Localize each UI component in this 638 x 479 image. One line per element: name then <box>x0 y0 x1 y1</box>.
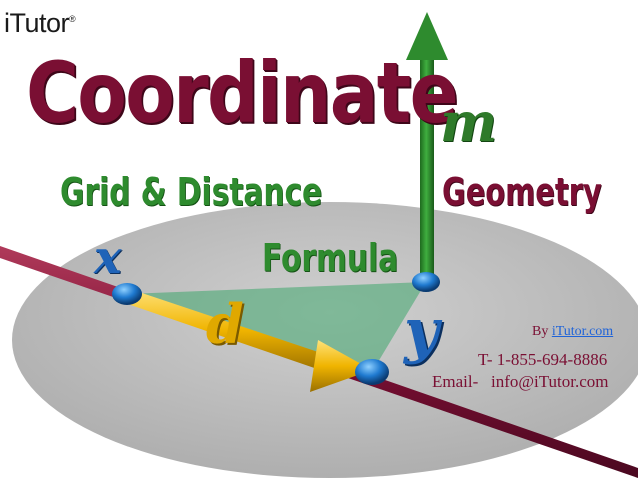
vertical-axis-arrowhead <box>406 12 448 60</box>
subtitle-formula: Formula <box>262 236 399 280</box>
label-y: y <box>404 296 439 366</box>
phone-number: T- 1-855-694-8886 <box>478 350 608 369</box>
subtitle-grid-distance: Grid & Distance <box>60 170 323 214</box>
point-m-ball <box>412 272 440 292</box>
itutor-logo: iTutor® <box>4 8 76 39</box>
registered-mark: ® <box>69 14 76 24</box>
point-y-ball <box>355 359 389 385</box>
distance-rod <box>122 288 330 372</box>
by-line: By iTutor.com <box>532 324 613 340</box>
subtitle-geometry: Geometry <box>442 170 602 214</box>
point-x-ball <box>112 283 142 305</box>
page-title: Coordinate <box>26 44 459 142</box>
distance-arrowhead <box>310 340 372 392</box>
vertical-axis-shaft <box>420 56 434 280</box>
distance-triangle <box>127 282 426 372</box>
itutor-link[interactable]: iTutor.com <box>551 324 614 339</box>
label-m: m <box>440 90 498 154</box>
email-address: Email- info@iTutor.com <box>432 372 609 391</box>
by-prefix: By <box>532 324 549 339</box>
label-x: x <box>94 230 122 284</box>
logo-text: iTutor <box>4 8 70 38</box>
label-d: d <box>206 292 244 356</box>
